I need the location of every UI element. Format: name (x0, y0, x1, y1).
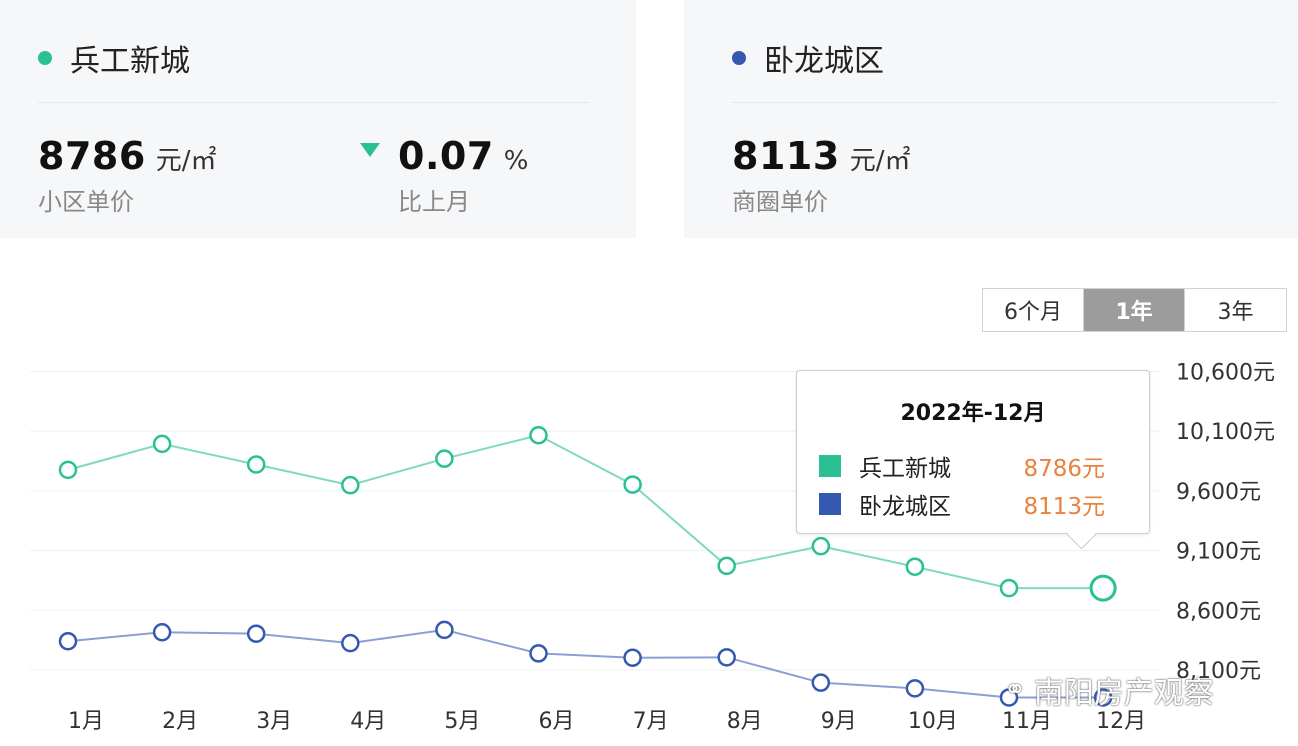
card-wolong: 卧龙城区 8113 元/㎡ 商圈单价 (684, 0, 1298, 238)
data-point[interactable] (435, 620, 454, 640)
price-unit: 元/㎡ (849, 146, 911, 176)
price-stat: 8113 元/㎡ 商圈单价 (732, 134, 911, 217)
series-line-1 (67, 628, 1104, 699)
data-point[interactable] (529, 644, 548, 663)
data-point[interactable] (341, 633, 360, 653)
data-point[interactable] (999, 578, 1019, 598)
data-point[interactable] (999, 688, 1019, 707)
x-tick-label: 7月 (633, 709, 669, 734)
x-tick-label: 8月 (727, 709, 763, 734)
y-tick-label: 8,100元 (1176, 659, 1261, 684)
data-point[interactable] (152, 623, 172, 642)
x-tick-label: 12月 (1096, 709, 1146, 734)
data-point[interactable] (58, 460, 78, 480)
card-title: 兵工新城 (70, 44, 190, 79)
legend-swatch-teal (819, 455, 841, 477)
price-stat: 8786 元/㎡ 小区单价 (38, 134, 217, 217)
y-tick-label: 9,100元 (1176, 540, 1261, 565)
tooltip-row-wolong: 卧龙城区 8113元 (819, 487, 1105, 521)
card-bingong: 兵工新城 8786 元/㎡ 小区单价 0.07 % 比上月 (0, 0, 636, 238)
card-header: 卧龙城区 (732, 36, 884, 80)
data-point[interactable] (529, 426, 548, 445)
data-point[interactable] (1089, 574, 1117, 602)
x-tick-label: 10月 (908, 709, 958, 734)
tooltip-row-bingong: 兵工新城 8786元 (819, 449, 1105, 483)
price-label: 商圈单价 (732, 188, 828, 216)
x-tick-label: 4月 (350, 709, 386, 734)
data-point[interactable] (905, 679, 925, 698)
x-tick-label: 6月 (539, 709, 575, 734)
y-tick-label: 8,600元 (1176, 599, 1261, 624)
data-point[interactable] (623, 475, 642, 494)
data-point[interactable] (341, 475, 360, 495)
data-point[interactable] (246, 624, 266, 643)
data-point[interactable] (152, 434, 172, 454)
data-point[interactable] (435, 449, 454, 468)
x-tick-label: 11月 (1002, 709, 1052, 734)
range-1-year-button[interactable]: 1年 (1084, 289, 1185, 331)
legend-dot-teal (38, 51, 52, 65)
tooltip-series-name: 兵工新城 (859, 456, 951, 482)
change-unit: % (503, 146, 529, 176)
tooltip-series-name: 卧龙城区 (859, 494, 951, 520)
range-6-months-button[interactable]: 6个月 (983, 289, 1084, 331)
data-point[interactable] (811, 536, 831, 556)
chart-tooltip: 2022年-12月 兵工新城 8786元 卧龙城区 8113元 (796, 370, 1150, 550)
change-value: 0.07 (398, 134, 494, 178)
series-line-0 (67, 434, 1104, 590)
watermark-text: 南阳房产观察 (1033, 676, 1214, 711)
x-tick-label: 9月 (821, 709, 857, 734)
price-value: 8113 (732, 134, 840, 178)
x-tick-label: 3月 (256, 709, 292, 734)
data-point[interactable] (246, 455, 266, 474)
card-header: 兵工新城 (38, 36, 190, 80)
tooltip-title: 2022年-12月 (900, 401, 1046, 426)
price-value: 8786 (38, 134, 146, 178)
divider (38, 102, 590, 103)
tooltip-series-value: 8113元 (1023, 494, 1105, 520)
range-3-years-button[interactable]: 3年 (1185, 289, 1286, 331)
card-title: 卧龙城区 (764, 44, 884, 79)
down-triangle-icon (360, 143, 380, 157)
legend-swatch-blue (819, 493, 841, 515)
legend-dot-blue (732, 51, 746, 65)
price-label: 小区单价 (38, 188, 134, 216)
change-stat: 0.07 % 比上月 (360, 134, 528, 217)
tooltip-series-value: 8786元 (1023, 456, 1105, 482)
data-point[interactable] (717, 648, 736, 667)
wechat-icon: ⚭ (1004, 675, 1026, 705)
data-point[interactable] (1093, 688, 1113, 707)
y-tick-label: 9,600元 (1176, 480, 1261, 505)
watermark: ⚭ 南阳房产观察 (1004, 668, 1214, 712)
x-tick-label: 5月 (444, 709, 480, 734)
price-unit: 元/㎡ (155, 146, 217, 176)
y-tick-label: 10,100元 (1176, 420, 1275, 445)
data-point[interactable] (717, 556, 736, 576)
data-point[interactable] (623, 648, 642, 667)
divider (732, 102, 1278, 103)
data-point[interactable] (811, 673, 831, 692)
data-point[interactable] (905, 557, 925, 576)
x-tick-label: 2月 (162, 709, 198, 734)
data-point[interactable] (58, 631, 78, 651)
y-tick-label: 10,600元 (1176, 361, 1275, 386)
range-toggle: 6个月 1年 3年 (982, 288, 1287, 332)
change-label: 比上月 (398, 188, 470, 216)
x-tick-label: 1月 (68, 709, 104, 734)
